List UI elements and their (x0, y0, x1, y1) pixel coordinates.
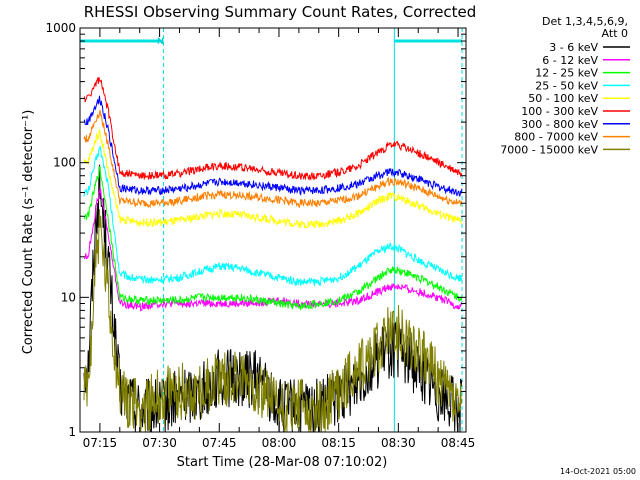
series-line-3 (83, 145, 463, 287)
x-tick-label: 07:45 (202, 436, 237, 450)
series-line-4 (83, 128, 463, 229)
y-tick-label: 10 (61, 290, 76, 304)
legend-label: 800 - 7000 keV (514, 131, 598, 144)
legend-label: 7000 - 15000 keV (500, 143, 598, 156)
legend-label: 3 - 6 keV (549, 41, 598, 54)
x-tick-label: 08:00 (262, 436, 297, 450)
y-axis: 1 10 100 1000 (45, 21, 466, 439)
x-tick-label: 07:30 (142, 436, 177, 450)
legend-label: 12 - 25 keV (535, 67, 598, 80)
y-tick-label: 100 (53, 156, 76, 170)
series-line-2 (83, 166, 463, 311)
x-axis-label: Start Time (28-Mar-08 07:10:02) (177, 455, 388, 470)
x-tick-label: 07:15 (83, 436, 118, 450)
x-axis: 07:15 07:30 07:45 08:00 08:15 08:30 08:45 (79, 28, 476, 450)
chart-title: RHESSI Observing Summary Count Rates, Co… (84, 3, 477, 21)
legend-label: 100 - 300 keV (521, 105, 598, 118)
timestamp: 14-Oct-2021 05:00 (560, 467, 636, 476)
legend-label: 6 - 12 keV (542, 54, 598, 67)
y-tick-label: 1 (68, 425, 76, 439)
legend-label: 25 - 50 keV (535, 79, 598, 92)
y-tick-label: 1000 (45, 21, 76, 35)
x-tick-label: 08:30 (381, 436, 416, 450)
series-line-8 (83, 209, 463, 432)
legend-header-2: Att 0 (602, 27, 628, 40)
annotation-n: N (157, 37, 164, 47)
series-line-6 (83, 95, 463, 197)
series-line-1 (83, 188, 463, 312)
legend-label: 50 - 100 keV (528, 92, 598, 105)
legend-header-1: Det 1,3,4,5,6,9, (542, 15, 628, 28)
series-layer (83, 76, 463, 432)
y-axis-label: Corrected Count Rate (s⁻¹ detector⁻¹) (21, 110, 36, 355)
plot-frame (79, 27, 467, 433)
x-tick-label: 08:15 (321, 436, 356, 450)
legend-label: 300 - 800 keV (521, 118, 598, 131)
series-line-5 (83, 76, 463, 181)
x-tick-label: 08:45 (441, 436, 476, 450)
series-line-7 (83, 109, 463, 209)
